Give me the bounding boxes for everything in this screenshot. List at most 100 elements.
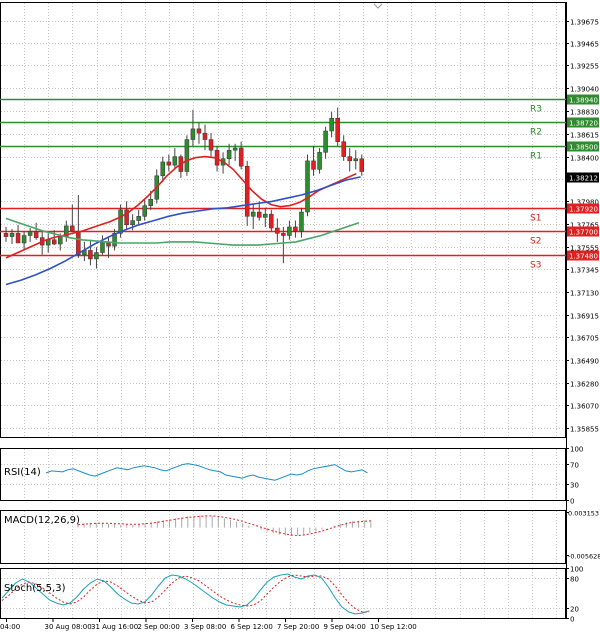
- candle-body: [76, 230, 81, 255]
- stoch-k-line: [1, 573, 370, 615]
- main-y-tick-label: 1.39675: [570, 19, 599, 27]
- moving-average-long: [5, 217, 360, 246]
- stoch-y-tick-label: 80: [570, 576, 579, 584]
- candle-body: [226, 149, 232, 159]
- candle-body: [130, 220, 135, 226]
- candle-body: [257, 211, 262, 218]
- main-y-tick-label: 1.35855: [570, 426, 599, 434]
- candle-body: [323, 130, 328, 153]
- x-tick-label: 30 Aug 08:00: [45, 623, 92, 631]
- x-tick-label: 7 Sep 20:00: [277, 623, 319, 631]
- candle-body: [202, 132, 208, 140]
- macd-panel-frame: [0, 510, 566, 564]
- main-y-tick-label: 1.39255: [570, 63, 599, 71]
- stoch-panel-frame: [0, 568, 566, 619]
- macd-y-tick-label: 0.003153: [568, 510, 599, 518]
- main-y-tick-label: 1.37130: [570, 290, 599, 298]
- x-tick-label: 9 Sep 04:00: [324, 623, 366, 631]
- main-y-tick-label: 1.36705: [570, 335, 599, 343]
- level-price-label-s1: 1.37920: [569, 206, 598, 214]
- main-y-tick-label: 1.39040: [570, 86, 599, 94]
- candle-body: [142, 205, 147, 217]
- level-price-tag-s3: [567, 250, 599, 261]
- level-price-tag-r1: [567, 141, 599, 152]
- rsi-y-tick-label: 0: [570, 498, 574, 506]
- candle-body: [305, 160, 310, 213]
- level-price-label-r3: 1.38940: [569, 97, 598, 105]
- moving-average-fast: [5, 155, 357, 259]
- rsi-panel-frame: [0, 448, 566, 501]
- candle-body: [148, 198, 153, 206]
- level-price-label-s2: 1.37700: [569, 229, 598, 237]
- level-price-label-r1: 1.38500: [569, 144, 598, 152]
- candle-body: [263, 213, 268, 218]
- main-y-tick-label: 1.37345: [570, 267, 599, 275]
- candle-body: [172, 156, 178, 166]
- candle-body: [88, 250, 93, 260]
- level-price-label-s3: 1.37480: [569, 253, 598, 261]
- stoch-d-line: [1, 574, 370, 613]
- stoch-y-tick-label: 100: [570, 566, 583, 574]
- macd-signal-line: [77, 515, 371, 537]
- candle-body: [317, 152, 322, 170]
- candle-body: [335, 117, 340, 142]
- candle-body: [293, 226, 298, 232]
- main-y-tick-label: 1.37765: [570, 222, 599, 230]
- macd-indicator-title: MACD(12,26,9): [4, 515, 80, 526]
- candle-body: [70, 225, 75, 232]
- main-y-tick-label: 1.36280: [570, 381, 599, 389]
- stoch-y-tick-label: 0: [570, 616, 574, 624]
- x-tick-label: 10 Sep 12:00: [370, 623, 417, 631]
- level-price-tag-s1: [567, 203, 599, 214]
- candle-body: [58, 236, 63, 245]
- candle-body: [196, 128, 202, 134]
- candle-body: [269, 213, 274, 229]
- candle-body: [190, 128, 196, 140]
- level-name-s1: S1: [530, 214, 541, 224]
- candle-body: [160, 161, 166, 177]
- main-panel-frame: [0, 2, 566, 438]
- candle-body: [359, 158, 365, 172]
- candle-body: [347, 156, 352, 162]
- level-name-s2: S2: [530, 237, 541, 247]
- candle-body: [21, 235, 27, 244]
- level-name-s3: S3: [530, 261, 541, 271]
- main-y-tick-label: 1.37555: [570, 245, 599, 253]
- moving-average-slow: [5, 176, 361, 286]
- main-y-tick-label: 1.36070: [570, 403, 599, 411]
- level-name-r1: R1: [530, 152, 542, 162]
- main-y-tick-label: 1.38400: [570, 155, 599, 163]
- candle-body: [136, 216, 141, 221]
- candle-body: [311, 160, 316, 170]
- x-tick-label: 04:00: [0, 623, 20, 631]
- rsi-y-tick-label: 100: [570, 446, 583, 454]
- stoch-indicator-title: Stoch(5,5,3): [4, 583, 66, 594]
- main-y-tick-label: 1.38830: [570, 109, 599, 117]
- candle-body: [184, 139, 190, 172]
- candle-body: [15, 233, 21, 244]
- candle-body: [124, 209, 129, 226]
- candle-body: [238, 147, 244, 167]
- candle-body: [232, 147, 238, 151]
- main-y-tick-label: 1.36915: [570, 313, 599, 321]
- level-name-r2: R2: [530, 128, 542, 138]
- candle-body: [100, 241, 105, 253]
- candle-body: [3, 233, 9, 237]
- rsi-y-tick-label: 70: [570, 462, 579, 470]
- candle-body: [341, 141, 346, 157]
- scroll-marker-icon: [373, 3, 383, 9]
- current-price-tag: [567, 172, 599, 183]
- stoch-y-tick-label: 20: [570, 606, 579, 614]
- level-price-tag-r3: [567, 94, 599, 105]
- rsi-line: [45, 463, 368, 481]
- rsi-y-tick-label: 30: [570, 482, 579, 490]
- level-price-tag-r2: [567, 117, 599, 128]
- x-tick-label: 31 Aug 16:00: [91, 623, 138, 631]
- candle-body: [94, 252, 99, 260]
- candle-body: [27, 230, 33, 236]
- candle-body: [353, 158, 358, 162]
- level-price-label-r2: 1.38720: [569, 120, 598, 128]
- rsi-indicator-title: RSI(14): [4, 467, 41, 478]
- candle-body: [287, 226, 292, 236]
- current-price-label: 1.38212: [569, 175, 598, 183]
